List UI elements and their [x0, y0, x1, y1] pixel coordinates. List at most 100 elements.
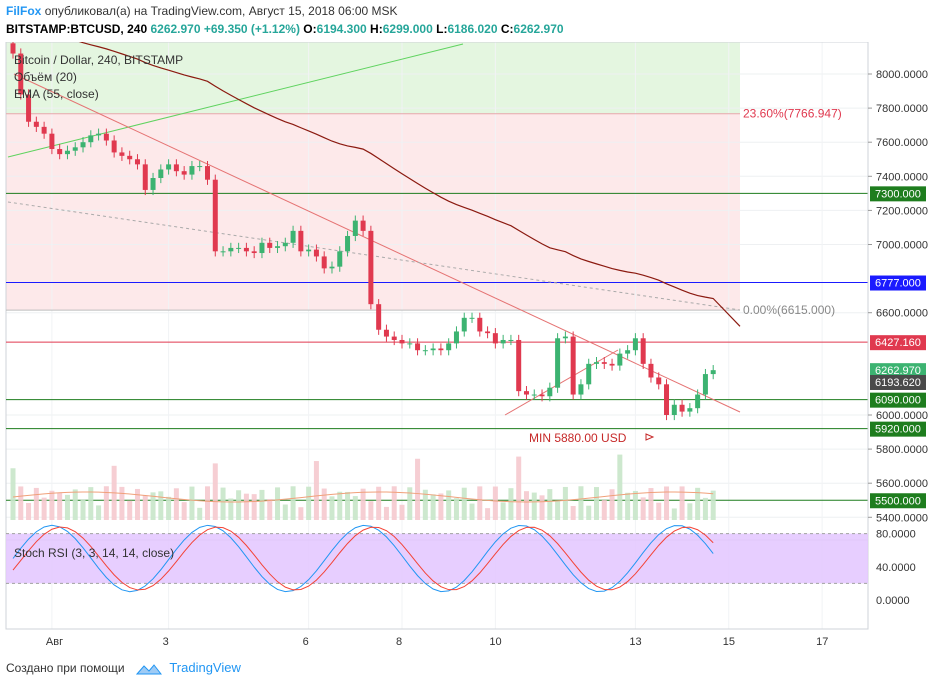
candle-body	[702, 374, 708, 395]
candle-body	[617, 353, 623, 366]
footer: Создано при помощи TradingView	[6, 660, 241, 676]
candle-body	[33, 121, 39, 127]
x-tick-label: 13	[629, 636, 641, 648]
volume-bar	[609, 489, 615, 520]
candle-body	[492, 333, 498, 344]
candle-body	[26, 94, 32, 122]
candle-body	[632, 338, 638, 351]
fib-0-label: 0.00%(6615.000)	[743, 303, 835, 317]
y-tick-label: 7000.0000	[876, 240, 928, 252]
candle-body	[687, 408, 693, 412]
min-arrow-icon	[645, 433, 655, 441]
volume-bar	[415, 458, 421, 520]
volume-bar	[96, 505, 102, 520]
volume-bar	[594, 487, 599, 520]
price-chart[interactable]: 23.60%(7766.947) 0.00%(6615.000) MIN 5880.…	[0, 18, 939, 657]
candle-body	[88, 135, 94, 143]
volume-bar	[485, 508, 491, 520]
candle-body	[158, 169, 164, 179]
legend-ema: EMA (55, close)	[14, 87, 99, 101]
candle-body	[57, 149, 63, 155]
volume-bar	[632, 490, 638, 520]
ema-line	[12, 18, 741, 327]
candle-body	[282, 242, 288, 247]
candle-body	[399, 339, 405, 344]
candle-body	[290, 230, 296, 243]
legend-title: Bitcoin / Dollar, 240, BITSTAMP	[14, 53, 183, 67]
candle-body	[508, 339, 514, 341]
volume-bar	[205, 486, 210, 520]
tradingview-brand[interactable]: TradingView	[169, 660, 241, 675]
volume-bar	[41, 497, 47, 520]
volume-bar	[49, 490, 55, 520]
candle-body	[586, 363, 592, 385]
candle-body	[228, 247, 234, 252]
stoch-tick-label: 0.0000	[876, 595, 910, 607]
volume-bar	[64, 494, 70, 520]
legend-volume: Объём (20)	[14, 70, 77, 84]
volume-bar	[329, 496, 335, 520]
candle-body	[656, 377, 662, 385]
candle-body	[516, 339, 522, 392]
candle-body	[710, 370, 716, 375]
candle-body	[453, 331, 459, 344]
volume-bar	[601, 500, 607, 520]
low-label: L:	[436, 22, 448, 36]
candle-body	[72, 147, 78, 151]
volume-bar	[586, 505, 592, 520]
min-label: MIN 5880.00 USD	[529, 431, 627, 445]
candle-body	[601, 362, 607, 364]
price-tag-label: 6777.000	[875, 278, 921, 290]
volume-bar	[275, 487, 281, 520]
candle-body	[142, 164, 148, 190]
x-tick-label: 10	[489, 636, 501, 648]
volume-bar	[228, 498, 234, 520]
volume-bar	[127, 500, 133, 520]
volume-bar	[57, 493, 63, 520]
volume-bar	[531, 492, 537, 520]
volume-bar	[345, 491, 351, 520]
green-trendline	[7, 43, 464, 158]
price-tag-label: 5500.000	[875, 495, 921, 507]
candle-body	[212, 179, 218, 252]
candle-body	[609, 363, 615, 366]
candle-body	[461, 317, 467, 332]
volume-bar	[383, 506, 389, 520]
volume-bar	[407, 487, 413, 520]
candle-body	[134, 159, 140, 165]
volume-bar	[290, 486, 296, 520]
stoch-k-line	[12, 524, 714, 593]
candle-body	[523, 391, 529, 395]
candle-body	[337, 251, 343, 267]
volume-bar	[72, 489, 78, 520]
volume-bar	[578, 486, 584, 520]
price-tag-label: 5920.000	[875, 424, 921, 436]
candle-body	[594, 362, 599, 364]
volume-bar	[539, 495, 545, 520]
x-tick-label: 15	[723, 636, 735, 648]
candle-body	[407, 343, 413, 345]
volume-bar	[710, 490, 716, 520]
candle-body	[430, 348, 436, 351]
candle-body	[570, 336, 576, 395]
volume-bar	[212, 463, 218, 520]
price-tag	[870, 275, 926, 291]
volume-bar	[547, 489, 553, 520]
candle-body	[648, 363, 654, 378]
candle-body	[80, 142, 86, 148]
volume-bar	[500, 502, 506, 520]
support-trendline	[504, 349, 619, 416]
publisher-name[interactable]: FilFox	[6, 4, 42, 18]
candle-body	[267, 242, 273, 248]
candle-body	[640, 338, 646, 364]
volume-bar	[88, 487, 94, 520]
volume-bar	[197, 507, 203, 520]
volume-bar	[259, 489, 265, 520]
y-tick-label: 7600.0000	[876, 137, 928, 149]
candle-body	[555, 338, 561, 388]
volume-bar	[18, 486, 24, 520]
chart-area[interactable]: 23.60%(7766.947) 0.00%(6615.000) MIN 5880.…	[0, 18, 939, 657]
volume-bar	[142, 495, 148, 520]
volume-bar	[282, 504, 288, 520]
price-tag	[870, 421, 926, 437]
